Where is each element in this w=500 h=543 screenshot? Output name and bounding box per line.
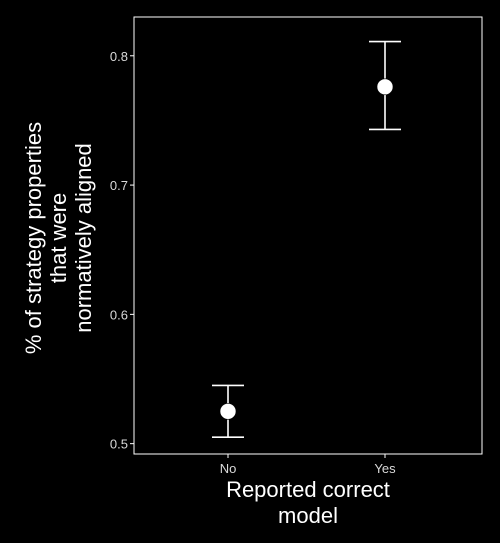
x-axis-title-line-2: model (278, 503, 338, 528)
x-axis-title: Reported correct model (226, 477, 390, 528)
x-tick-label: Yes (374, 461, 396, 476)
y-tick-label: 0.5 (110, 437, 128, 452)
plot-area: 0.5 0.6 0.7 0.8 No Yes (110, 16, 483, 476)
y-tick-label: 0.7 (110, 178, 128, 193)
x-tick-label: No (220, 461, 237, 476)
y-tick-label: 0.8 (110, 49, 128, 64)
y-axis-title-line-3: normatively aligned (71, 143, 96, 333)
y-tick-label: 0.6 (110, 307, 128, 322)
data-point (219, 403, 237, 420)
y-axis-title: % of strategy properties that were norma… (21, 122, 96, 354)
y-axis-title-line-2: that were (46, 193, 71, 284)
plot-panel-border (133, 16, 483, 455)
y-axis-title-line-1: % of strategy properties (21, 122, 46, 354)
data-point (376, 78, 394, 96)
x-axis-title-line-1: Reported correct (226, 477, 390, 502)
